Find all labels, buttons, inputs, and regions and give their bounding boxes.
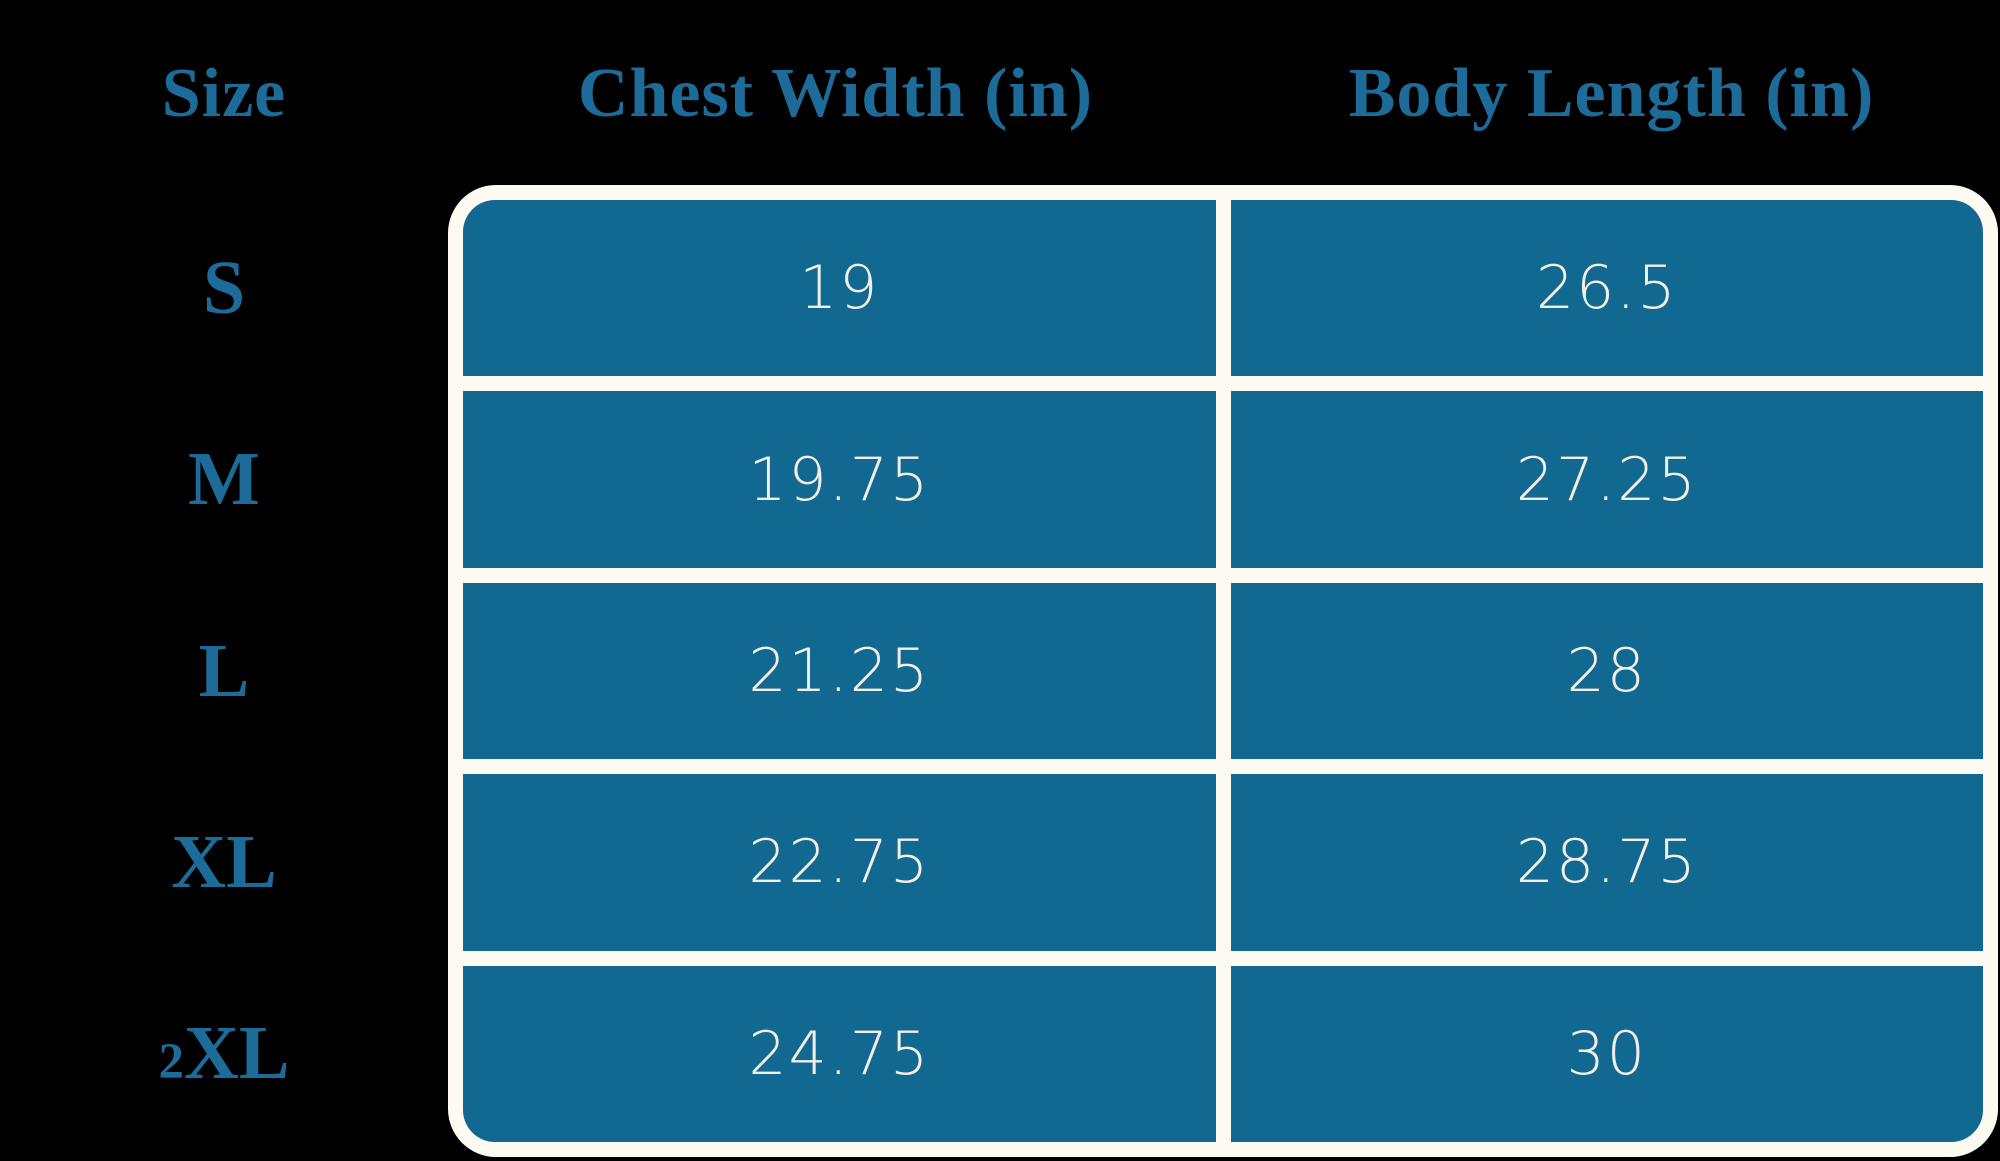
column-header-size: Size xyxy=(0,35,448,153)
size-label-xl: XL xyxy=(0,774,448,950)
size-label-xl-text: XL xyxy=(171,819,277,904)
table-cell-chest-s: 19 xyxy=(463,200,1216,377)
table-cell-chest-m: 19.75 xyxy=(463,391,1216,568)
size-chart-table: 19 26.5 19.75 27.25 21.25 28 22.75 28.75… xyxy=(448,185,1998,1157)
column-header-body-length-label: Body Length (in) xyxy=(1348,55,1875,132)
table-cell-length-xl: 28.75 xyxy=(1230,774,1983,951)
table-cell-chest-l: 21.25 xyxy=(463,582,1216,760)
column-header-size-label: Size xyxy=(161,55,287,132)
size-label-2xl: 2XL xyxy=(0,966,448,1142)
column-header-body-length: Body Length (in) xyxy=(1223,35,2000,153)
size-label-s: S xyxy=(0,200,448,376)
column-header-row: Size Chest Width (in) Body Length (in) xyxy=(0,35,2000,153)
table-cell-chest-2xl: 24.75 xyxy=(463,965,1216,1142)
table-cell-length-l: 28 xyxy=(1230,582,1983,760)
table-cell-length-m: 27.25 xyxy=(1230,391,1983,568)
table-cell-length-s: 26.5 xyxy=(1230,200,1983,377)
column-header-chest-width-label: Chest Width (in) xyxy=(577,55,1094,132)
size-label-m-text: M xyxy=(188,437,260,522)
size-label-m: M xyxy=(0,391,448,567)
size-label-column: S M L XL 2XL xyxy=(0,185,448,1157)
column-header-chest-width: Chest Width (in) xyxy=(448,35,1223,153)
table-cell-chest-xl: 22.75 xyxy=(463,774,1216,951)
size-label-l-text: L xyxy=(198,628,250,713)
table-cell-length-2xl: 30 xyxy=(1230,965,1983,1142)
size-label-l: L xyxy=(0,583,448,759)
size-label-s-text: S xyxy=(202,245,246,330)
size-label-2xl-text: 2XL xyxy=(158,1011,290,1096)
